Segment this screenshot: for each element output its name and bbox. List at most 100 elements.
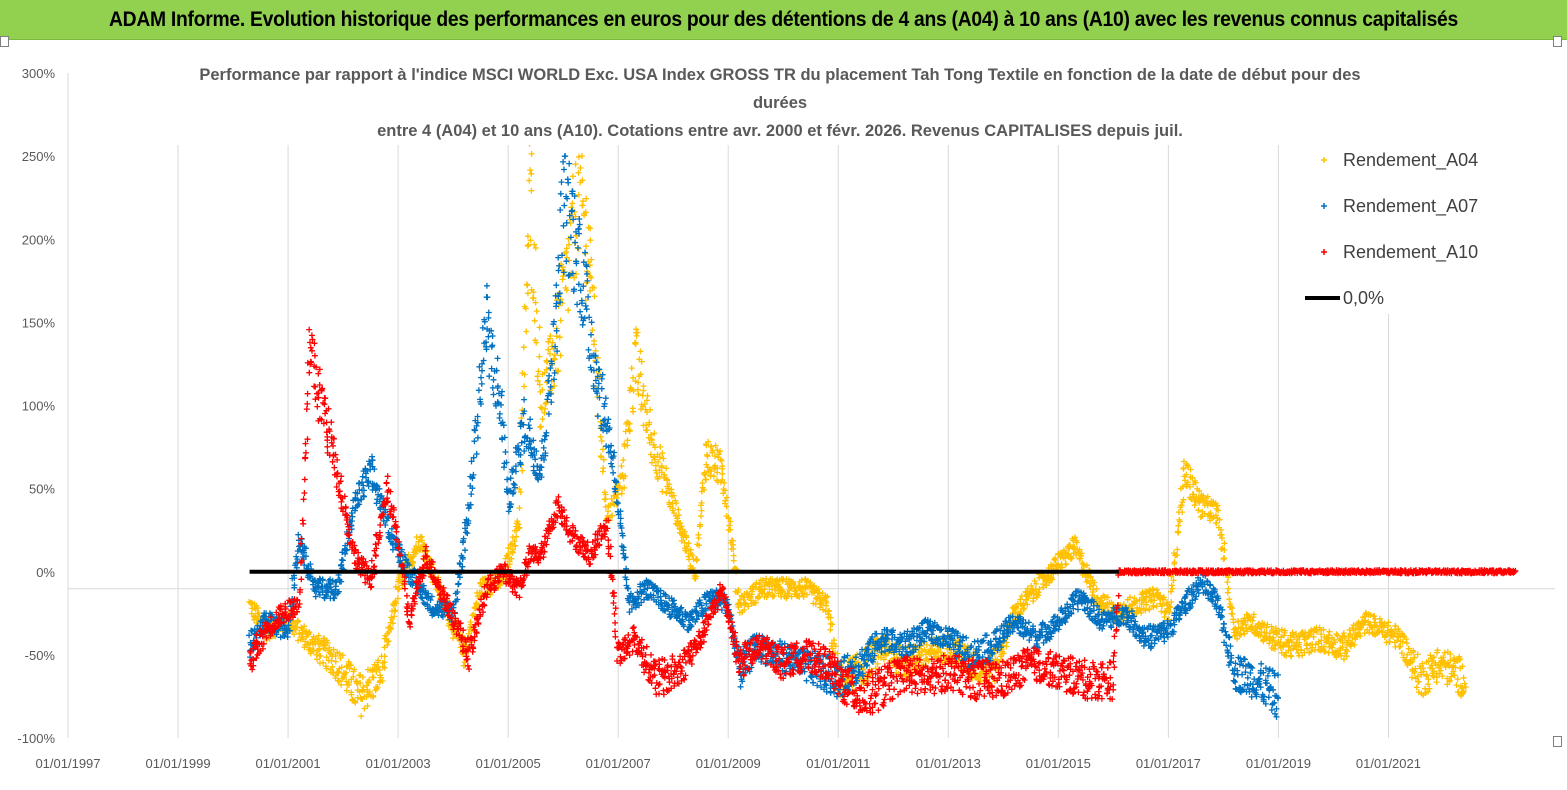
- data-point: [504, 554, 511, 561]
- data-point: [710, 473, 717, 480]
- data-point: [587, 287, 593, 294]
- data-point: [540, 444, 547, 451]
- data-point: [621, 484, 628, 491]
- data-point: [351, 666, 358, 673]
- data-point: [384, 642, 391, 649]
- data-point: [827, 614, 834, 621]
- data-point: [528, 150, 535, 157]
- data-point: [313, 651, 320, 658]
- data-point: [644, 409, 650, 416]
- data-point: [350, 673, 357, 680]
- data-point: [826, 607, 832, 614]
- data-point: [510, 480, 517, 487]
- data-point: [294, 619, 301, 626]
- x-tick-label: 01/01/2003: [366, 756, 431, 771]
- data-point: [549, 339, 556, 346]
- data-point: [960, 633, 966, 640]
- data-point: [1441, 649, 1448, 656]
- data-point: [697, 521, 704, 528]
- data-point: [818, 601, 825, 608]
- data-point: [547, 333, 554, 339]
- data-point: [483, 282, 490, 289]
- data-point: [1288, 653, 1295, 660]
- data-point: [533, 308, 540, 315]
- y-axis-labels: 300%250%200%150%100%50%0%-50%-100%: [17, 66, 55, 746]
- data-point: [640, 387, 647, 394]
- y-tick-label: -100%: [17, 731, 55, 746]
- data-point: [1227, 643, 1234, 650]
- x-tick-label: 01/01/2005: [476, 756, 541, 771]
- data-point: [507, 541, 514, 548]
- data-point: [752, 599, 759, 606]
- data-point: [1174, 546, 1181, 553]
- data-point: [800, 593, 807, 600]
- data-point: [544, 359, 551, 366]
- data-point: [1424, 671, 1430, 678]
- data-point: [648, 431, 654, 438]
- data-point: [652, 444, 658, 451]
- data-point: [485, 309, 492, 316]
- data-point: [1257, 684, 1264, 691]
- data-point: [563, 249, 570, 256]
- data-point: [508, 555, 515, 562]
- data-point: [587, 237, 594, 244]
- x-tick-label: 01/01/2017: [1136, 756, 1201, 771]
- data-point: [545, 338, 552, 345]
- data-point: [305, 631, 312, 638]
- data-point: [324, 640, 331, 646]
- data-point: [600, 456, 607, 463]
- data-point: [390, 620, 396, 627]
- data-point: [415, 538, 422, 545]
- data-point: [621, 554, 628, 561]
- data-point: [561, 166, 567, 173]
- data-point: [1415, 678, 1422, 685]
- data-point: [745, 603, 752, 610]
- data-point: [698, 499, 705, 506]
- data-point: [641, 401, 648, 408]
- data-point: [472, 605, 479, 612]
- data-point: [657, 443, 664, 450]
- data-point: [591, 293, 598, 300]
- series-Rendement_A04: [246, 123, 1469, 720]
- data-point: [505, 545, 512, 552]
- data-point: [515, 525, 522, 532]
- data-point: [1075, 606, 1081, 613]
- data-point: [790, 580, 796, 587]
- data-point: [594, 413, 601, 420]
- data-point: [698, 513, 704, 520]
- data-point: [832, 643, 839, 650]
- data-point: [577, 308, 584, 315]
- data-point: [698, 507, 705, 514]
- data-point: [465, 630, 472, 637]
- data-point: [522, 305, 529, 312]
- x-tick-label: 01/01/2009: [696, 756, 761, 771]
- data-point: [375, 657, 382, 664]
- data-point: [536, 381, 543, 388]
- data-point: [557, 317, 564, 324]
- data-point: [633, 332, 640, 339]
- data-point: [370, 674, 377, 681]
- data-point: [703, 461, 710, 468]
- data-point: [715, 451, 722, 458]
- data-point: [521, 383, 528, 390]
- data-point: [336, 678, 342, 685]
- data-point: [396, 585, 403, 592]
- data-point: [343, 669, 350, 676]
- data-point: [963, 634, 970, 641]
- data-point: [490, 376, 497, 383]
- data-point: [881, 656, 887, 663]
- data-point: [348, 691, 355, 698]
- data-point: [1158, 608, 1165, 615]
- data-point: [589, 327, 596, 334]
- data-point: [357, 680, 364, 686]
- data-point: [804, 591, 810, 598]
- data-point: [717, 448, 724, 455]
- data-point: [385, 638, 392, 645]
- data-point: [346, 661, 353, 668]
- data-point: [622, 473, 629, 480]
- data-point: [358, 713, 365, 720]
- data-point: [325, 647, 332, 654]
- data-point: [582, 209, 589, 216]
- data-point: [1133, 631, 1140, 638]
- data-point: [1454, 676, 1461, 683]
